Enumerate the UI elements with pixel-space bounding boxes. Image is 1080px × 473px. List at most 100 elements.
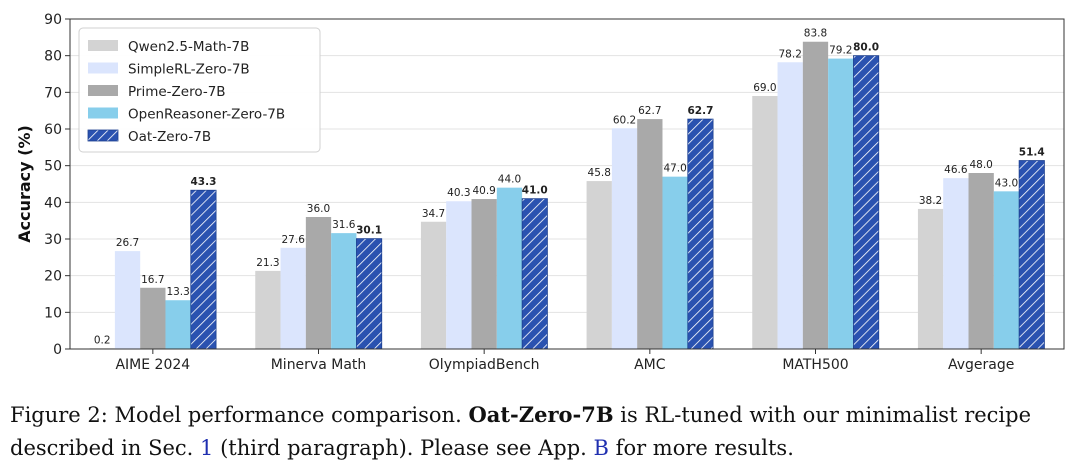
- bar: [828, 58, 854, 349]
- bar-chart: 0.2 26.7 16.713.3 43.3 21.327.6 36.031.6 30.1 3…: [15, 12, 1065, 373]
- caption-figure-label: Figure 2: Model performance comparison.: [10, 403, 462, 427]
- section-ref-link[interactable]: 1: [200, 436, 214, 460]
- bar: [471, 199, 497, 349]
- y-tick-label: 40: [44, 195, 62, 211]
- caption-model-name: Oat-Zero-7B: [468, 402, 614, 427]
- y-tick-label: 50: [44, 159, 62, 175]
- bar-value-label: 69.0: [753, 82, 776, 94]
- y-tick-label: 30: [44, 232, 62, 248]
- bar: [190, 189, 217, 350]
- legend-swatch: [87, 129, 119, 142]
- x-tick-label: AIME 2024: [115, 357, 190, 373]
- bar-value-label: 47.0: [663, 163, 686, 175]
- legend-swatch: [88, 85, 118, 96]
- appendix-ref-link[interactable]: B: [593, 436, 609, 460]
- bar-value-label: 26.7: [116, 237, 139, 249]
- bar-value-label: 21.3: [256, 257, 279, 269]
- bar-value-label: 79.2: [829, 45, 852, 57]
- y-tick-label: 80: [44, 49, 62, 65]
- bar-value-label: 38.2: [919, 195, 942, 207]
- bar: [140, 287, 166, 349]
- bar: [917, 208, 944, 349]
- bar-value-label: 46.6: [944, 164, 968, 176]
- bar-value-label: 36.0: [307, 203, 330, 215]
- legend-label: Qwen2.5-Math-7B: [128, 39, 249, 55]
- y-tick-label: 90: [44, 12, 62, 28]
- bar-value-label: 27.6: [282, 234, 306, 246]
- bar: [687, 118, 714, 350]
- bar-value-label: 31.6: [332, 219, 356, 231]
- bar-value-label: 0.2: [94, 334, 111, 346]
- bar-value-label: 43.0: [995, 177, 1018, 189]
- legend-label: OpenReasoner-Zero-7B: [128, 107, 285, 123]
- bar: [496, 187, 523, 349]
- x-tick-label: Avgerage: [948, 357, 1014, 373]
- legend-swatch: [88, 107, 118, 119]
- bar: [637, 119, 663, 349]
- bar-value-label: 80.0: [853, 42, 879, 54]
- bars: [89, 41, 1045, 350]
- legend: Qwen2.5-Math-7B SimpleRL-Zero-7B Prime-Zer…: [78, 27, 321, 153]
- bar: [662, 176, 688, 349]
- bar-value-label: 51.4: [1019, 147, 1045, 159]
- bar: [420, 221, 447, 349]
- bar: [777, 62, 803, 350]
- bar: [943, 178, 969, 349]
- x-axis: AIME 2024 Minerva Math OlympiadBench AMC MAT…: [115, 349, 1014, 373]
- legend-swatch: [88, 40, 118, 51]
- bar: [255, 270, 281, 349]
- bar: [165, 300, 191, 349]
- bar: [611, 128, 638, 349]
- figure-caption: Figure 2: Model performance comparison. …: [10, 398, 1075, 465]
- bar-value-label: 45.8: [588, 167, 611, 179]
- legend-box: [78, 27, 321, 153]
- x-tick-label: MATH500: [782, 357, 848, 373]
- x-tick-label: Minerva Math: [271, 357, 367, 373]
- bar: [1018, 160, 1045, 350]
- y-tick-label: 0: [53, 342, 62, 358]
- bar: [802, 41, 829, 349]
- legend-label: SimpleRL-Zero-7B: [128, 62, 250, 78]
- bar-value-label: 30.1: [356, 225, 382, 237]
- bar-value-label: 60.2: [613, 114, 636, 126]
- x-tick-label: OlympiadBench: [429, 357, 540, 373]
- bar-value-label: 16.7: [141, 274, 164, 286]
- bar: [968, 173, 994, 349]
- bar-value-label: 62.7: [687, 105, 713, 117]
- bar: [586, 181, 612, 349]
- x-tick-label: AMC: [634, 357, 666, 373]
- bar-value-label: 40.3: [447, 187, 470, 199]
- y-tick-label: 20: [44, 269, 62, 285]
- y-tick-label: 10: [44, 305, 62, 321]
- bar-value-label: 62.7: [638, 105, 661, 117]
- bar-value-label: 43.3: [190, 176, 216, 188]
- y-axis-label: Accuracy (%): [15, 125, 34, 243]
- bar-value-label: 40.9: [472, 185, 495, 197]
- bar: [114, 251, 141, 349]
- bar: [446, 201, 472, 349]
- bar: [521, 198, 548, 350]
- bar-value-label: 13.3: [166, 286, 189, 298]
- figure: 0.2 26.7 16.7 13.3 43.3 21.3 27.6 36.0 31.6 30.1 3…: [15, 12, 1065, 373]
- bar: [853, 55, 880, 350]
- legend-label: Prime-Zero-7B: [128, 84, 226, 100]
- bar: [356, 238, 383, 350]
- bar-value-label: 48.0: [969, 159, 992, 171]
- legend-swatch: [88, 62, 118, 74]
- caption-text-3: for more results.: [615, 436, 794, 460]
- caption-text-2: (third paragraph). Please see App.: [220, 436, 587, 460]
- bar-value-label: 41.0: [522, 185, 548, 197]
- plot-frame: [69, 18, 1065, 350]
- y-tick-label: 70: [44, 85, 62, 101]
- bar-value-label: 44.0: [498, 174, 521, 186]
- bar: [305, 217, 332, 349]
- bar-value-label: 34.7: [422, 208, 445, 220]
- y-tick-label: 60: [44, 122, 62, 138]
- bar: [280, 247, 306, 349]
- bar: [993, 191, 1020, 349]
- bar-value-label: 83.8: [804, 28, 827, 40]
- bar: [331, 233, 357, 349]
- caption-text: is RL-tuned with our minimalist recipe d…: [10, 403, 1032, 460]
- bar: [752, 96, 778, 349]
- y-axis: 0 10 20 30 40 50 60 70 80 90: [44, 12, 70, 358]
